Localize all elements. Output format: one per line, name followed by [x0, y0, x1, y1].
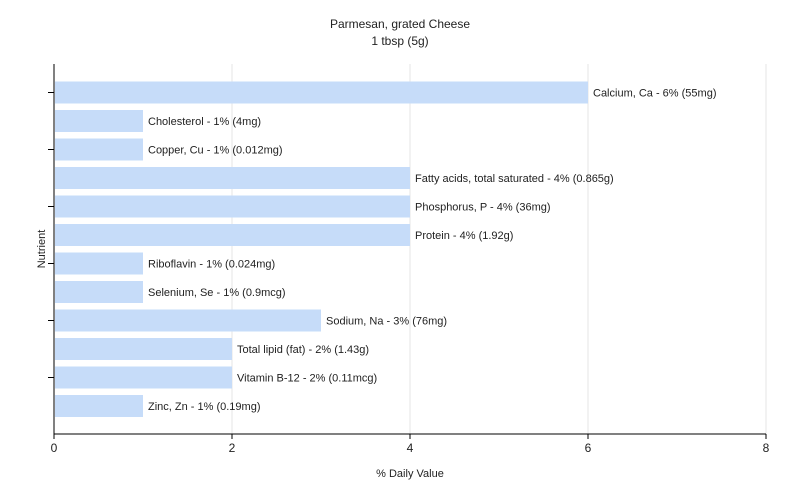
bar: [55, 338, 232, 360]
bar: [55, 167, 410, 189]
chart-title: Parmesan, grated Cheese: [330, 17, 470, 31]
bar-data-label: Protein - 4% (1.92g): [415, 230, 513, 242]
bar-data-label: Total lipid (fat) - 2% (1.43g): [237, 344, 369, 356]
axis-ticks: 0 2 4 6 8: [48, 92, 770, 455]
bar-data-label: Calcium, Ca - 6% (55mg): [593, 88, 716, 100]
bar: [55, 395, 143, 417]
bar: [55, 252, 143, 275]
x-tick-label: 8: [763, 441, 770, 455]
bars: [55, 81, 588, 417]
y-axis-title: Nutrient: [36, 230, 48, 269]
bar-data-label: Selenium, Se - 1% (0.9mcg): [148, 287, 286, 299]
x-tick-label: 0: [51, 441, 58, 455]
bar: [55, 195, 410, 218]
bar: [55, 110, 143, 132]
bar: [55, 366, 232, 389]
bar: [55, 309, 321, 332]
x-tick-label: 2: [229, 441, 236, 455]
bar-labels: Calcium, Ca - 6% (55mg) Cholesterol - 1% …: [148, 88, 716, 414]
bar-data-label: Cholesterol - 1% (4mg): [148, 116, 261, 128]
bar: [55, 224, 410, 246]
x-axis-title: % Daily Value: [376, 468, 444, 480]
bar: [55, 81, 588, 104]
bar-data-label: Phosphorus, P - 4% (36mg): [415, 202, 551, 214]
bar-data-label: Fatty acids, total saturated - 4% (0.865…: [415, 173, 614, 185]
x-tick-label: 6: [585, 441, 592, 455]
bar-data-label: Copper, Cu - 1% (0.012mg): [148, 145, 283, 157]
bar-data-label: Vitamin B-12 - 2% (0.11mcg): [237, 373, 377, 385]
x-tick-label: 4: [407, 441, 414, 455]
bar: [55, 138, 143, 161]
bar: [55, 281, 143, 303]
chart-subtitle: 1 tbsp (5g): [371, 34, 428, 48]
bar-data-label: Zinc, Zn - 1% (0.19mg): [148, 401, 260, 413]
bar-data-label: Riboflavin - 1% (0.024mg): [148, 259, 275, 271]
bar-data-label: Sodium, Na - 3% (76mg): [326, 316, 447, 328]
